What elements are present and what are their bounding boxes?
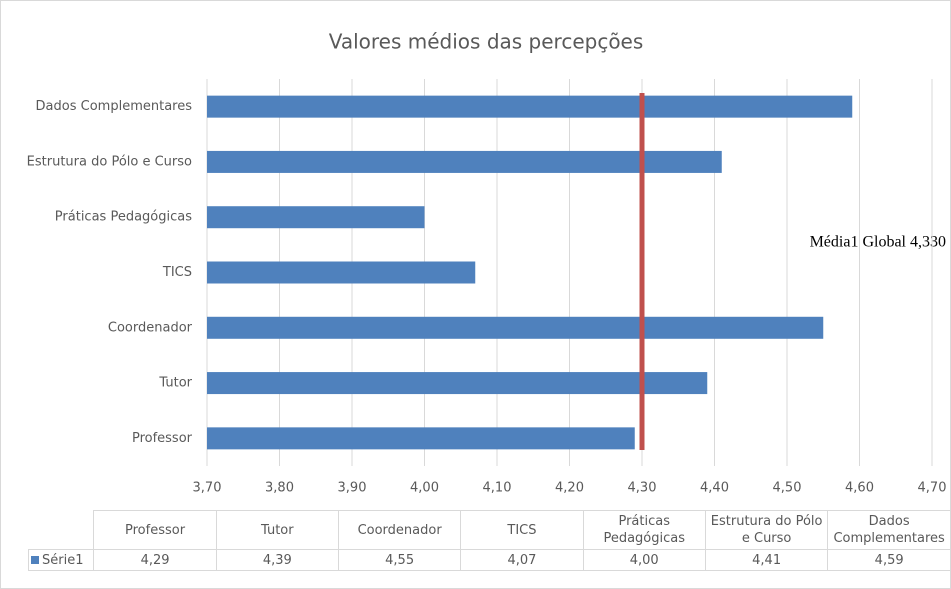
y-tick-label: Tutor <box>158 376 192 391</box>
table-corner <box>28 510 95 550</box>
x-tick-label: 4,20 <box>555 481 584 496</box>
x-tick-label: 4,60 <box>845 481 874 496</box>
table-value-cell: 4,00 <box>582 549 706 571</box>
y-tick-label: Estrutura do Pólo e Curso <box>27 154 192 169</box>
x-tick-label: 3,80 <box>265 481 294 496</box>
chart-title: Valores médios das percepções <box>329 30 644 54</box>
y-tick-label: Professor <box>132 431 193 446</box>
table-value-cell: 4,55 <box>337 549 462 571</box>
y-tick-label: Dados Complementares <box>36 99 193 114</box>
table-header-cell: Tutor <box>215 510 339 550</box>
bar <box>207 95 853 118</box>
bar <box>207 316 824 339</box>
table-header-cell: Práticas Pedagógicas <box>582 510 706 550</box>
bar <box>207 427 635 450</box>
table-row: Série1 4,29 4,39 4,55 4,07 4,00 4,41 4,59 <box>27 549 951 571</box>
bar <box>207 150 722 173</box>
table-value-cell: 4,07 <box>460 549 584 571</box>
x-tick-label: 4,00 <box>410 481 439 496</box>
y-tick-label: Práticas Pedagógicas <box>55 210 192 225</box>
bar <box>207 372 708 395</box>
table-value-cell: 4,29 <box>93 549 217 571</box>
table-value-cell: 4,41 <box>704 549 829 571</box>
x-tick-label: 4,30 <box>628 481 657 496</box>
table-header-cell: Coordenador <box>337 510 462 550</box>
table-header-cell: Estrutura do Pólo e Curso <box>704 510 829 550</box>
annotation: Média1 Global 4,330 <box>810 234 946 251</box>
table-header: Professor Tutor Coordenador TICS Práticas Pe… <box>28 510 951 550</box>
table-series-cell: Série1 <box>27 549 95 571</box>
table-value-cell: 4,39 <box>215 549 339 571</box>
x-tick-label: 3,70 <box>193 481 222 496</box>
x-tick-label: 4,10 <box>483 481 512 496</box>
x-tick-label: 3,90 <box>338 481 367 496</box>
bar <box>207 206 425 229</box>
bar <box>207 261 476 284</box>
x-tick-label: 4,50 <box>773 481 802 496</box>
data-table: Professor Tutor Coordenador TICS Práticas Pe… <box>27 510 951 571</box>
table-header-cell: TICS <box>460 510 584 550</box>
y-tick-label: Coordenador <box>108 320 193 335</box>
y-tick-label: TICS <box>162 265 192 280</box>
table-value-cell: 4,59 <box>827 549 951 571</box>
x-tick-label: 4,40 <box>700 481 729 496</box>
legend-key <box>31 555 39 564</box>
legend-label: Série1 <box>42 552 84 568</box>
table-header-cell: Professor <box>93 510 217 550</box>
table-header-cell: Dados Complementares <box>827 510 951 550</box>
x-tick-label: 4,70 <box>918 481 947 496</box>
